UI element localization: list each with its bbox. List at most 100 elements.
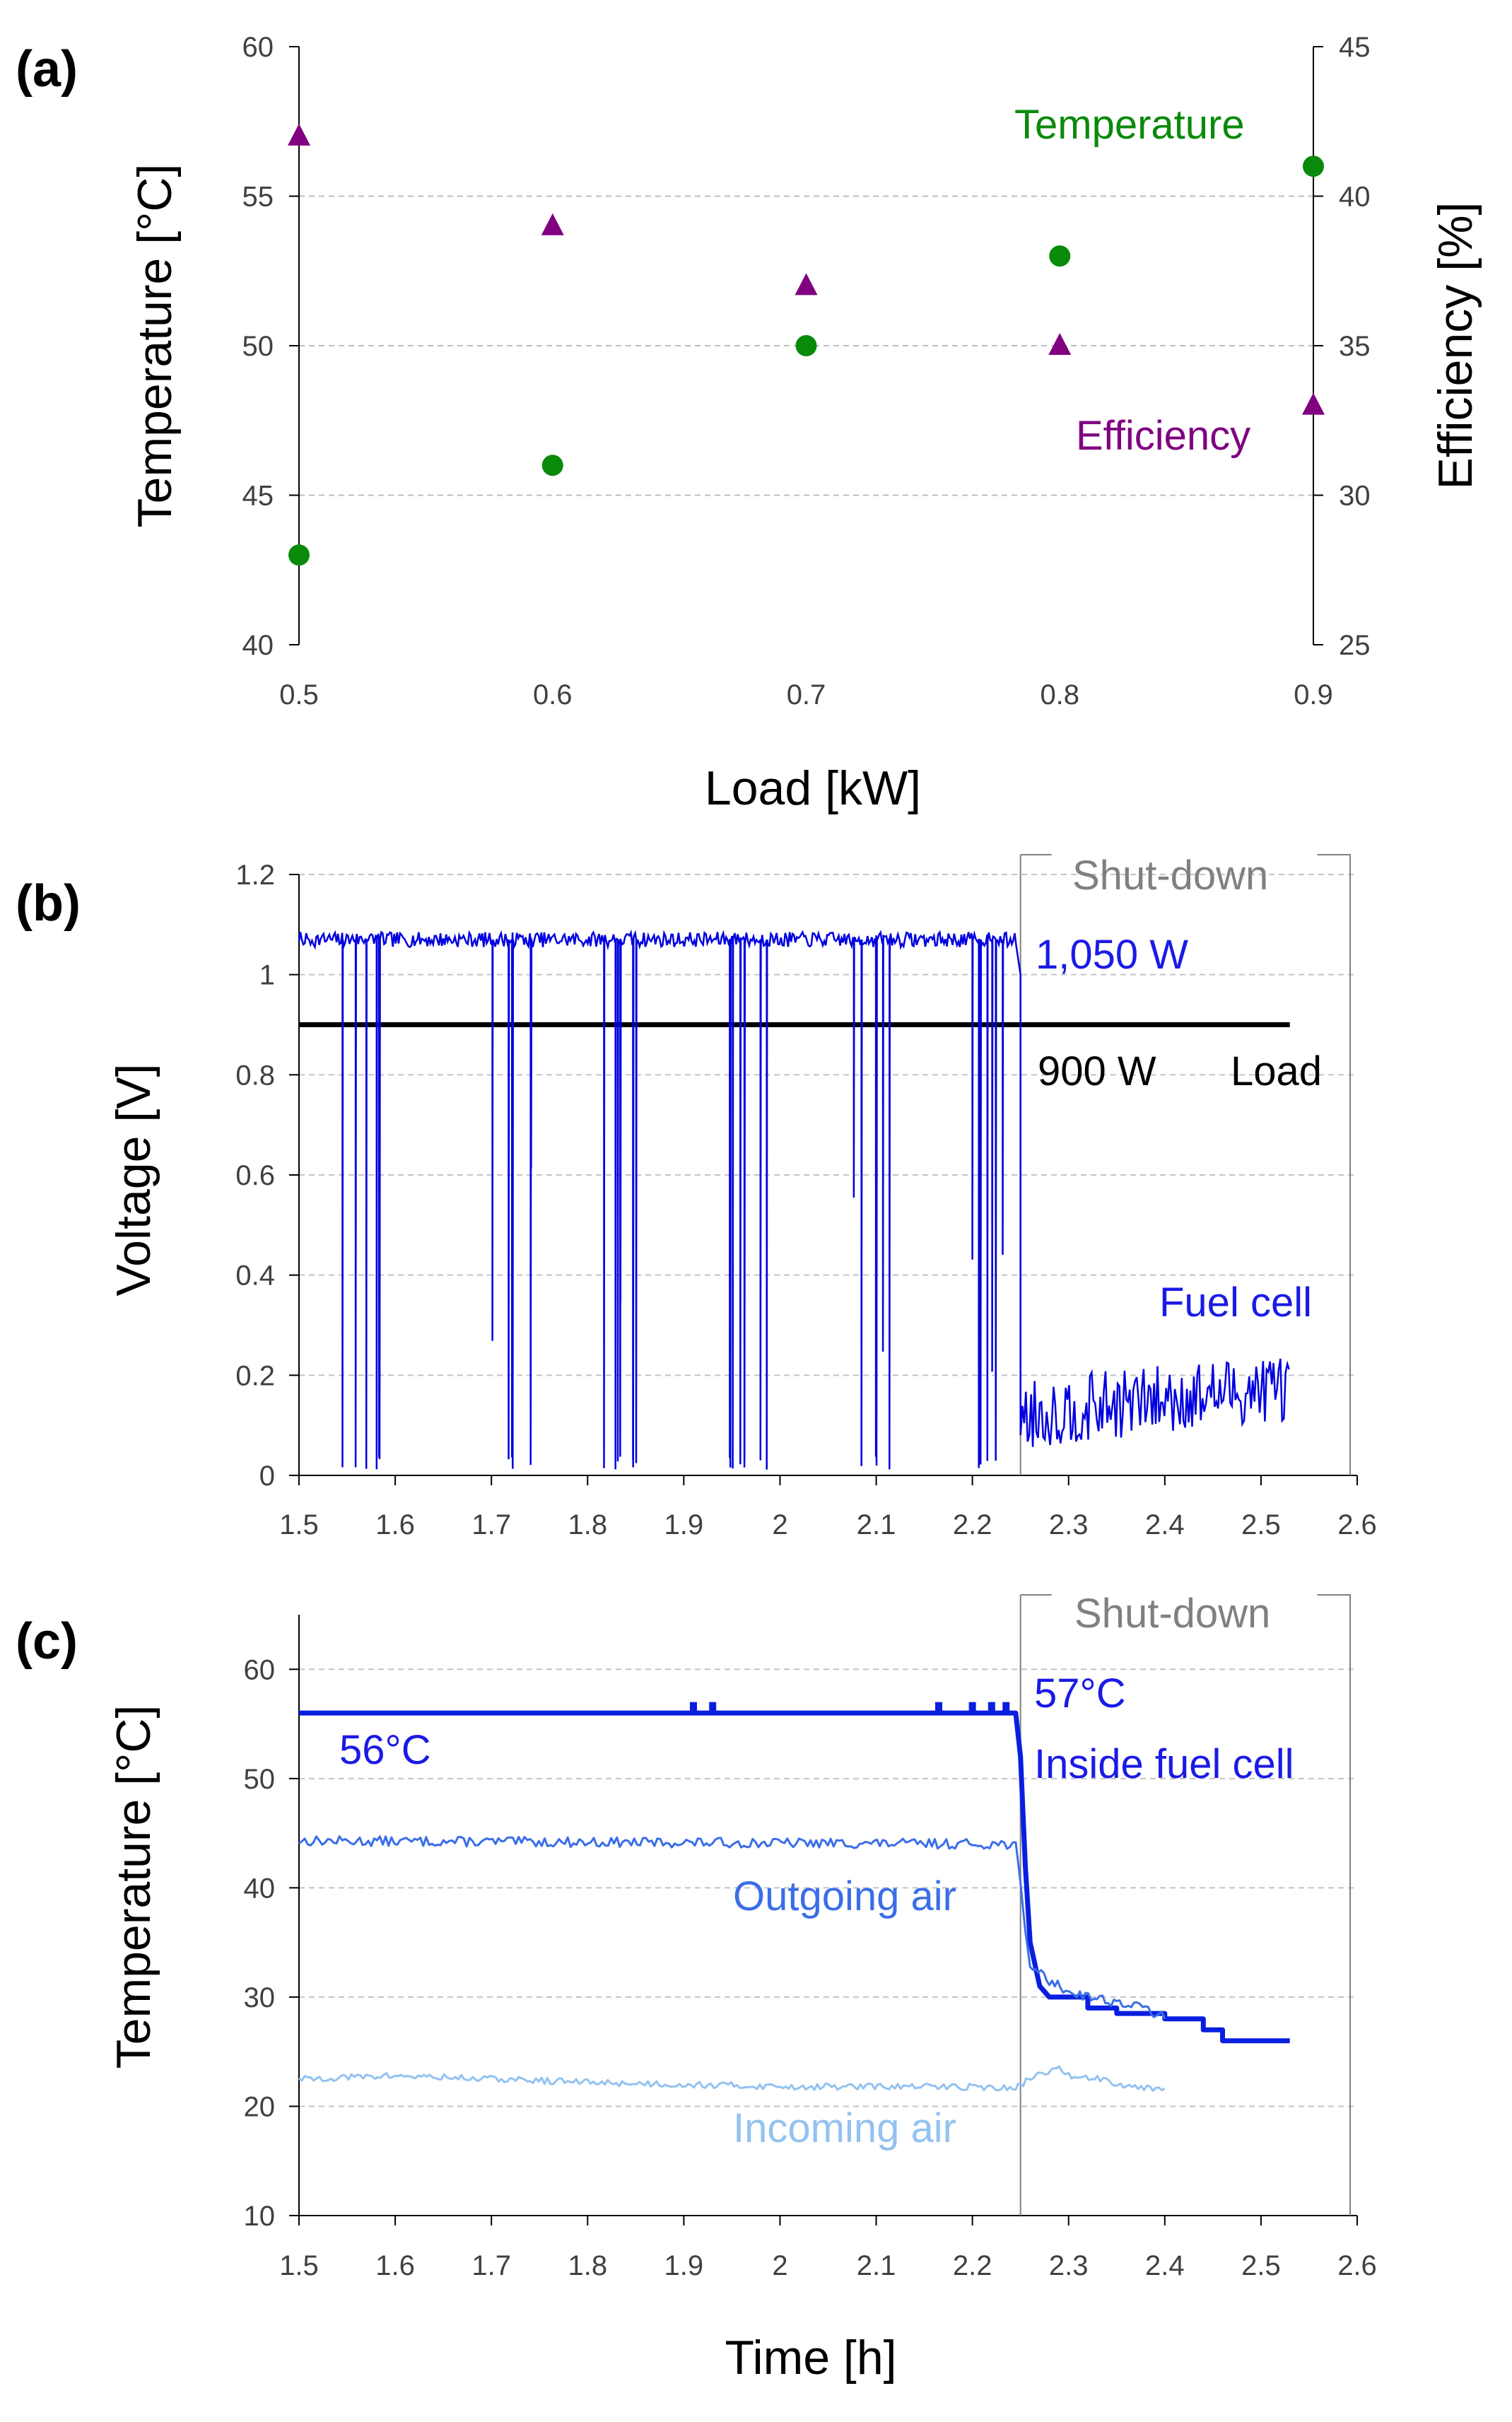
panel-c-y-tick-label: 30 (244, 1982, 276, 2013)
panel-c-x-tick-label: 2.2 (953, 2250, 992, 2281)
load-power-label: 900 W (1038, 1048, 1156, 1094)
panel-b-x-tick-label: 1.9 (664, 1509, 704, 1540)
panel-b-label: (b) (16, 875, 81, 932)
inside-fuel-cell-line (299, 1710, 1290, 2044)
temperature-legend-label: Temperature (1014, 102, 1245, 148)
panel-a-y-tick-label: 40 (242, 630, 274, 661)
panel-a-y2-tick-label: 45 (1339, 32, 1371, 63)
temp-before-label: 56°C (339, 1727, 431, 1773)
inside-fuel-cell-spike (689, 1702, 697, 1714)
inside-fuel-cell-spike (968, 1702, 976, 1714)
panel-a-x-tick-label: 0.8 (1040, 679, 1079, 710)
panel-b-y-tick-label: 1.2 (235, 860, 275, 891)
panel-b-x-tick-label: 1.6 (375, 1509, 415, 1540)
panel-c-x-tick-label: 2.1 (857, 2250, 896, 2281)
panel-b-chart: (b) 0 0.2 0.4 0.6 0.8 1 1.2 1.5 1.6 1.7 1.8 1.9 2 2.1… (16, 853, 1377, 1540)
fuel-cell-power-label: 1,050 W (1036, 932, 1188, 978)
inside-fuel-cell-label: Inside fuel cell (1034, 1741, 1294, 1787)
panel-c-y-label: Temperature [°C] (107, 1705, 160, 2069)
panel-b-x-tick-label: 1.8 (568, 1509, 607, 1540)
panel-c-x-label: Time [h] (725, 2331, 896, 2385)
panel-b-x-tick-label: 2.6 (1337, 1509, 1377, 1540)
panel-c-chart: (c) 10 20 30 40 50 60 1.5 1.6 1.7 1.8 1.9 2 2.1 2.2 2.… (16, 1591, 1377, 2385)
panel-b-x-tick-label: 2 (772, 1509, 787, 1540)
panel-c-y-tick-label: 10 (244, 2201, 276, 2232)
panel-b-x-tick-label: 2.3 (1049, 1509, 1089, 1540)
panel-b-x-tick-label: 2.4 (1145, 1509, 1185, 1540)
efficiency-point (1048, 333, 1072, 355)
panel-b-shutdown-label: Shut-down (1072, 853, 1268, 899)
panel-b-y-label: Voltage [V] (107, 1064, 160, 1297)
panel-c-y-tick-label: 60 (244, 1654, 276, 1685)
panel-b-y-tick-label: 0.2 (235, 1360, 275, 1391)
load-series-label: Load (1231, 1048, 1322, 1094)
panel-a-y-tick-label: 45 (242, 481, 274, 512)
panel-b-y-tick-label: 1 (259, 960, 275, 991)
panel-a-y-tick-label: 60 (242, 32, 274, 63)
panel-c-x-tick-label: 1.9 (664, 2250, 704, 2281)
temperature-point (1049, 245, 1071, 267)
panel-a-y2-tick-label: 40 (1339, 182, 1371, 213)
panel-b-x-tick-label: 2.5 (1241, 1509, 1281, 1540)
panel-c-x-tick-label: 2.5 (1241, 2250, 1281, 2281)
panel-a-label: (a) (16, 41, 78, 98)
panel-c-x-tick-label: 1.8 (568, 2250, 607, 2281)
panel-c-shutdown-bracket-right (1317, 1594, 1351, 2216)
inside-fuel-cell-spike (709, 1702, 717, 1714)
panel-a-x-label: Load [kW] (705, 761, 921, 815)
panel-a-y2-tick-label: 30 (1339, 481, 1371, 512)
panel-b-y-tick-label: 0.6 (235, 1160, 275, 1191)
temp-peak-label: 57°C (1034, 1671, 1126, 1716)
incoming-air-label: Incoming air (733, 2105, 956, 2151)
panel-c-x-tick-label: 2 (772, 2250, 787, 2281)
temperature-point (795, 335, 817, 356)
panel-b-x-tick-label: 2.1 (857, 1509, 896, 1540)
temperature-point (1303, 156, 1324, 177)
panel-c-x-tick-label: 2.3 (1049, 2250, 1089, 2281)
panel-a-y-label: Temperature [°C] (128, 164, 182, 528)
panel-a-y2-label: Efficiency [%] (1429, 202, 1482, 490)
outgoing-air-line (298, 1835, 1166, 2020)
panel-b-x-tick-label: 2.2 (953, 1509, 992, 1540)
inside-fuel-cell-spike (1002, 1702, 1010, 1714)
panel-b-shutdown-bracket-right (1317, 854, 1351, 1475)
panel-a-y-tick-label: 55 (242, 182, 274, 213)
efficiency-point (795, 273, 818, 296)
fuel-cell-series-label: Fuel cell (1159, 1280, 1312, 1326)
panel-c-x-tick-label: 1.7 (471, 2250, 511, 2281)
panel-a-x-tick-label: 0.5 (279, 679, 319, 710)
inside-fuel-cell-spike (988, 1702, 995, 1714)
panel-a-x-tick-label: 0.9 (1294, 679, 1333, 710)
panel-b-x-tick-label: 1.7 (471, 1509, 511, 1540)
panel-b-y-tick-label: 0.8 (235, 1060, 275, 1091)
panel-c-label: (c) (16, 1613, 78, 1670)
efficiency-legend-label: Efficiency (1076, 413, 1250, 459)
panel-c-x-tick-label: 2.6 (1337, 2250, 1377, 2281)
panel-c-x-tick-label: 2.4 (1145, 2250, 1185, 2281)
panel-b-x-tick-label: 1.5 (279, 1509, 319, 1540)
panel-c-x-tick-label: 1.6 (375, 2250, 415, 2281)
panel-c-y-tick-label: 50 (244, 1764, 276, 1795)
panel-c-y-tick-label: 20 (244, 2091, 276, 2122)
panel-c-shutdown-label: Shut-down (1074, 1591, 1270, 1637)
fuel-cell-series-line (298, 929, 1290, 1470)
panel-a-y2-tick-label: 35 (1339, 331, 1371, 362)
temperature-point (288, 544, 310, 566)
efficiency-point (1302, 392, 1325, 415)
panel-a-y-tick-label: 50 (242, 331, 274, 362)
panel-a-y2-tick-label: 25 (1339, 630, 1371, 661)
panel-a-x-tick-label: 0.7 (787, 679, 826, 710)
panel-b-y-tick-label: 0 (259, 1461, 275, 1492)
outgoing-air-label: Outgoing air (733, 1873, 956, 1919)
inside-fuel-cell-spike (935, 1702, 943, 1714)
panel-c-x-tick-label: 1.5 (279, 2250, 319, 2281)
efficiency-point (288, 123, 310, 146)
panel-c-y-tick-label: 40 (244, 1873, 276, 1904)
incoming-air-line (298, 2065, 1166, 2092)
panel-b-y-tick-label: 0.4 (235, 1260, 275, 1292)
temperature-point (541, 455, 563, 476)
efficiency-point (541, 213, 564, 235)
panel-a-x-tick-label: 0.6 (533, 679, 573, 710)
